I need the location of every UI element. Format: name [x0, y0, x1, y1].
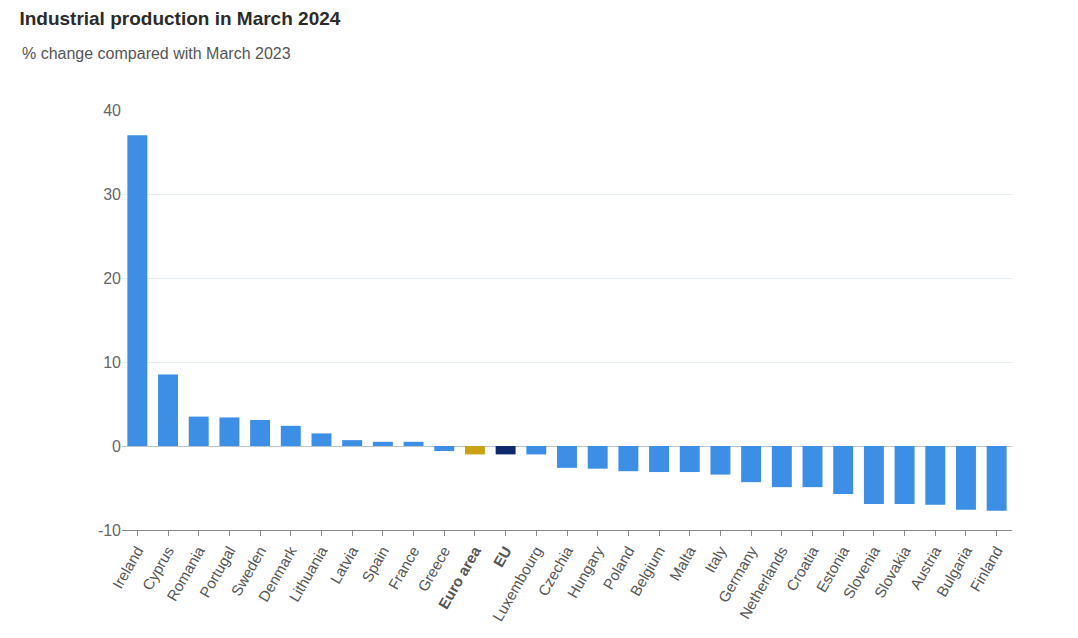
svg-text:Poland: Poland [599, 543, 637, 592]
svg-text:Ireland: Ireland [109, 543, 147, 591]
svg-text:Luxembourg: Luxembourg [489, 543, 545, 624]
svg-text:Industrial production in March: Industrial production in March 2024 [19, 8, 340, 29]
svg-text:Belgium: Belgium [626, 543, 668, 598]
svg-text:-10: -10 [98, 522, 121, 539]
svg-text:Greece: Greece [414, 543, 453, 594]
svg-text:30: 30 [103, 186, 121, 203]
svg-text:Lithuania: Lithuania [285, 543, 330, 605]
svg-text:Romania: Romania [163, 543, 208, 604]
svg-text:Sweden: Sweden [227, 543, 269, 598]
svg-text:Austria: Austria [906, 543, 944, 592]
svg-text:Finland: Finland [966, 543, 1005, 594]
svg-text:Latvia: Latvia [327, 543, 362, 587]
svg-text:Netherlands: Netherlands [736, 543, 791, 622]
svg-text:Malta: Malta [666, 543, 699, 584]
svg-text:Denmark: Denmark [255, 543, 300, 605]
svg-text:% change compared with March 2: % change compared with March 2023 [22, 45, 291, 62]
svg-text:10: 10 [103, 354, 121, 371]
svg-text:Bulgaria: Bulgaria [933, 543, 976, 600]
svg-text:Estonia: Estonia [813, 543, 853, 595]
svg-text:20: 20 [103, 270, 121, 287]
svg-text:0: 0 [112, 438, 121, 455]
svg-text:Portugal: Portugal [196, 543, 239, 600]
svg-text:40: 40 [103, 102, 121, 119]
svg-text:France: France [385, 543, 423, 592]
svg-text:Germany: Germany [715, 543, 761, 605]
svg-text:Hungary: Hungary [564, 543, 607, 601]
svg-text:Cyprus: Cyprus [139, 543, 177, 593]
svg-text:Czechia: Czechia [534, 543, 576, 599]
svg-text:Slovenia: Slovenia [839, 543, 883, 602]
svg-text:Italy: Italy [701, 543, 730, 576]
svg-text:Slovakia: Slovakia [871, 543, 914, 601]
svg-text:EU: EU [490, 543, 515, 570]
svg-text:Croatia: Croatia [783, 543, 822, 594]
svg-text:Euro area: Euro area [435, 543, 485, 612]
svg-text:Spain: Spain [358, 543, 392, 585]
